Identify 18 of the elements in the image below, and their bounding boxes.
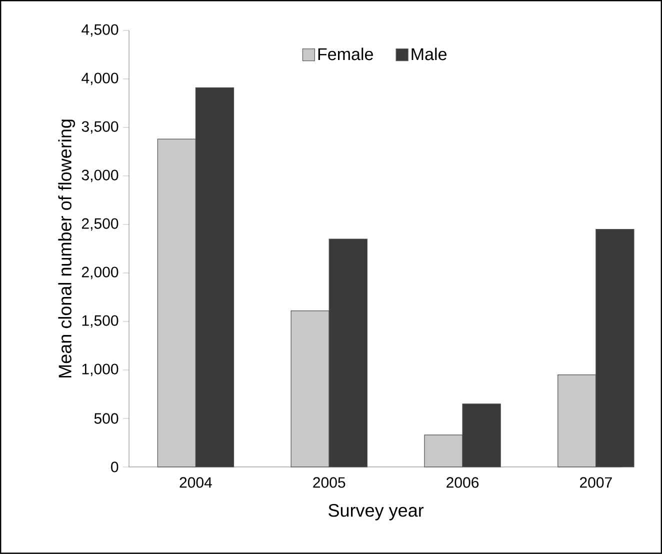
y-tick-label: 4,000: [82, 72, 118, 86]
x-tick-label: 2007: [580, 477, 612, 488]
y-tick-label: 2,000: [82, 266, 118, 280]
y-tick-label: 1,500: [82, 315, 118, 328]
y-axis-title: Mean clonal number of flowering: [58, 120, 76, 378]
y-tick-label: 3,500: [82, 121, 118, 134]
legend-label: Male: [412, 48, 446, 60]
y-tick-label: 1,000: [82, 364, 118, 376]
y-tick-label: 500: [94, 413, 118, 424]
y-tick-label: 0: [111, 462, 118, 472]
x-tick-label: 2005: [313, 477, 346, 488]
y-tick-label: 4,500: [82, 24, 118, 37]
x-axis-title: Survey year: [328, 504, 424, 520]
legend-label: Female: [318, 48, 373, 60]
x-tick-label: 2004: [180, 477, 212, 488]
y-tick-label: 3,000: [82, 170, 118, 182]
x-tick-label: 2006: [446, 477, 479, 488]
y-tick-label: 2,500: [82, 218, 118, 231]
